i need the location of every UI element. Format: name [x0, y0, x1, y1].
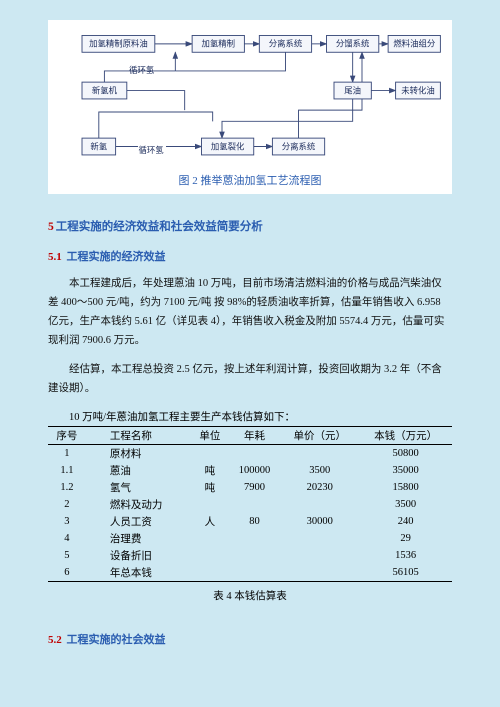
svg-text:新氢机: 新氢机: [92, 85, 118, 95]
table-row: 4治理费29: [48, 530, 452, 547]
svg-text:加氢精制: 加氢精制: [202, 39, 236, 49]
section-title: 工程实施的社会效益: [67, 634, 166, 646]
table-header: 序号: [48, 427, 86, 445]
table-header: 单位: [191, 427, 229, 445]
paragraph: 经估算，本工程总投资 2.5 亿元，按上述年利润计算，投资回收期为 3.2 年（…: [48, 361, 452, 399]
svg-text:燃料油组分: 燃料油组分: [393, 39, 435, 49]
svg-text:循环氢: 循环氢: [139, 145, 165, 155]
process-flowchart: 加氢精制原料油加氢精制分离系统分馏系统燃料油组分循环氢新氢机尾油未转化油新氢循环…: [54, 28, 446, 163]
table-row: 5设备折旧1536: [48, 547, 452, 564]
section-number: 5: [48, 221, 54, 233]
table-row: 1.2氢气吨79002023015800: [48, 479, 452, 496]
section-number: 5.1: [48, 251, 62, 263]
table-title: 10 万吨/年蒽油加氢工程主要生产本钱估算如下：: [48, 409, 452, 424]
svg-text:新氢: 新氢: [90, 141, 107, 151]
svg-text:尾油: 尾油: [344, 85, 361, 95]
table-row: 1原材料50800: [48, 445, 452, 463]
table-header: 工程名称: [86, 427, 191, 445]
section-title: 工程实施的经济效益: [67, 251, 166, 263]
table-header: 单价（元）: [280, 427, 359, 445]
svg-text:分离系统: 分离系统: [282, 141, 316, 151]
table-row: 1.1蒽油吨100000350035000: [48, 462, 452, 479]
table-caption: 表 4 本钱估算表: [48, 588, 452, 603]
svg-text:加氢精制原料油: 加氢精制原料油: [89, 39, 148, 49]
section-title: 工程实施的经济效益和社会效益简要分析: [56, 221, 263, 233]
cost-table: 序号工程名称单位年耗单价（元）本钱（万元） 1原材料508001.1蒽油吨100…: [48, 426, 452, 582]
paragraph: 本工程建成后，年处理蒽油 10 万吨，目前市场清洁燃料油的价格与成品汽柴油仅差 …: [48, 275, 452, 351]
svg-text:分馏系统: 分馏系统: [336, 39, 370, 49]
table-row: 2燃料及动力3500: [48, 496, 452, 513]
section-5-2-heading: 5.2 工程实施的社会效益: [48, 631, 452, 647]
table-header: 本钱（万元）: [359, 427, 452, 445]
svg-text:加氢裂化: 加氢裂化: [211, 141, 245, 151]
table-header: 年耗: [229, 427, 281, 445]
section-5-heading: 5工程实施的经济效益和社会效益简要分析: [48, 218, 452, 234]
table-row: 3人员工资人8030000240: [48, 513, 452, 530]
section-number: 5.2: [48, 634, 62, 646]
section-5-1-heading: 5.1 工程实施的经济效益: [48, 248, 452, 264]
svg-text:分离系统: 分离系统: [269, 39, 303, 49]
svg-text:循环氢: 循环氢: [129, 65, 155, 75]
svg-text:未转化油: 未转化油: [401, 85, 435, 95]
table-row: 6年总本钱56105: [48, 564, 452, 582]
flowchart-container: 加氢精制原料油加氢精制分离系统分馏系统燃料油组分循环氢新氢机尾油未转化油新氢循环…: [48, 20, 452, 194]
figure-caption: 图 2 推举蒽油加氢工艺流程图: [54, 172, 446, 188]
